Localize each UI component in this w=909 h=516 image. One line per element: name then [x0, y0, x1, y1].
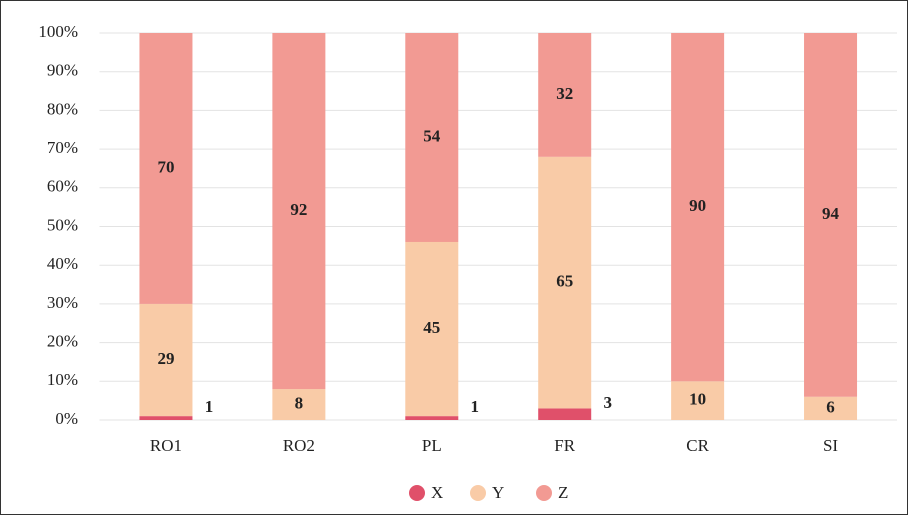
bar-segment: [405, 241, 459, 417]
legend-label: Z: [558, 483, 568, 502]
legend-swatch: [409, 485, 425, 501]
bar-segment: [272, 33, 326, 390]
bar-segment: [804, 396, 858, 420]
y-tick-label: 30%: [47, 293, 78, 312]
bar-segment: [671, 33, 725, 382]
bar-segment: [538, 33, 592, 157]
data-label: 6: [826, 397, 835, 416]
legend-swatch: [470, 485, 486, 501]
x-tick-label: CR: [686, 436, 709, 455]
bar-segment: [671, 381, 725, 420]
bar-segment: [405, 33, 459, 242]
data-label: 32: [556, 84, 573, 103]
y-tick-label: 40%: [47, 254, 78, 273]
data-label: 1: [205, 397, 214, 416]
y-tick-label: 90%: [47, 61, 78, 80]
legend-label: X: [431, 483, 443, 502]
y-tick-label: 100%: [38, 22, 78, 41]
data-label: 92: [290, 200, 307, 219]
bar-segment: [804, 33, 858, 397]
bar-segment: [139, 33, 193, 304]
x-tick-label: RO1: [150, 436, 182, 455]
data-label: 3: [603, 393, 612, 412]
bar-segment: [405, 416, 459, 420]
y-tick-label: 80%: [47, 99, 78, 118]
y-tick-label: 60%: [47, 177, 78, 196]
data-label: 54: [423, 126, 441, 145]
legend-label: Y: [492, 483, 504, 502]
x-tick-label: SI: [823, 436, 838, 455]
data-label: 1: [471, 397, 480, 416]
bar-segment: [139, 303, 193, 417]
data-label: 65: [556, 272, 573, 291]
x-tick-label: RO2: [283, 436, 315, 455]
x-tick-label: PL: [422, 436, 442, 455]
x-tick-label: FR: [554, 436, 575, 455]
data-label: 45: [423, 318, 440, 337]
bar-segment: [538, 408, 592, 420]
data-label: 8: [295, 393, 304, 412]
y-tick-label: 10%: [47, 370, 78, 389]
bar-segment: [139, 416, 193, 420]
legend-swatch: [536, 485, 552, 501]
data-label: 70: [157, 157, 174, 176]
bar-segment: [538, 156, 592, 409]
y-tick-label: 50%: [47, 215, 78, 234]
data-label: 29: [157, 349, 174, 368]
y-tick-label: 0%: [55, 409, 78, 428]
bar-segment: [272, 389, 326, 420]
y-tick-label: 20%: [47, 332, 78, 351]
data-label: 94: [822, 204, 840, 223]
y-tick-label: 70%: [47, 138, 78, 157]
data-label: 10: [689, 390, 706, 409]
data-label: 90: [689, 196, 706, 215]
